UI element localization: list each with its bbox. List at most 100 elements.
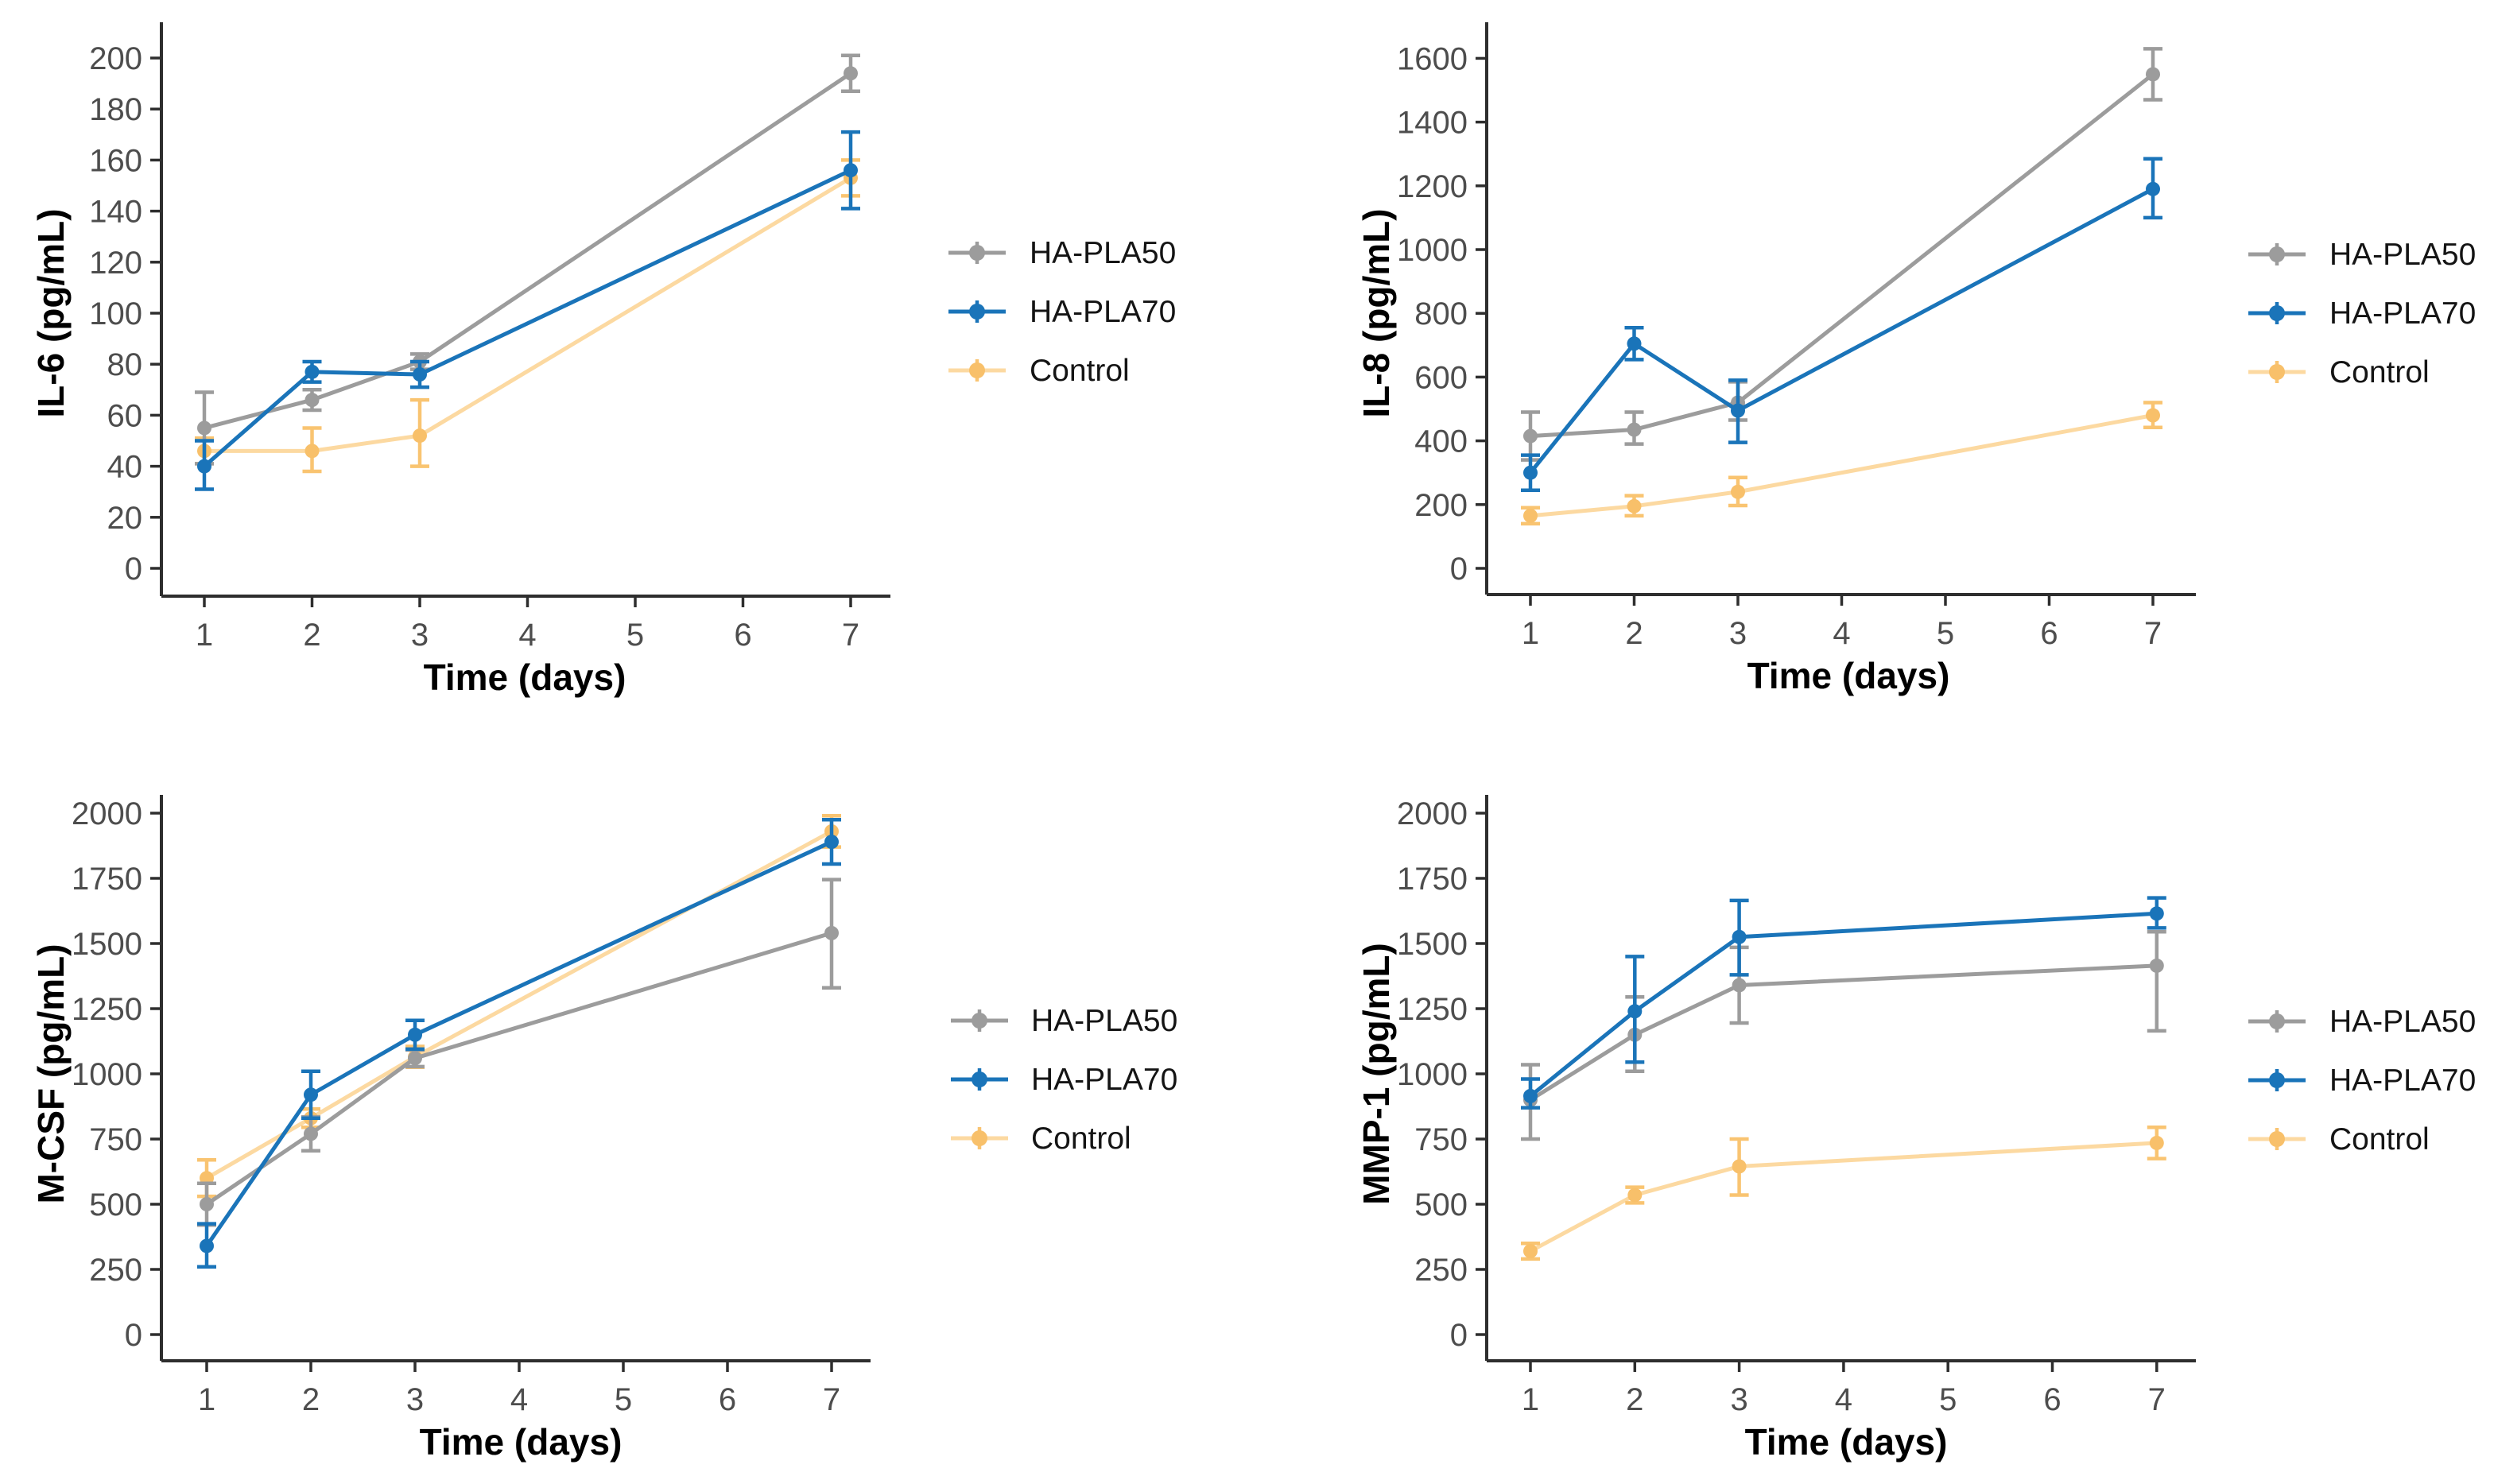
il6-x-tick-label: 5 — [626, 618, 644, 653]
il8-y-tick-label: 1400 — [1397, 106, 1468, 141]
mmp1-y-tick-label: 250 — [1414, 1253, 1468, 1288]
mmp1-control-series — [1521, 1125, 2166, 1261]
mcsf-y-tick-label: 1500 — [72, 927, 142, 962]
il6-y-tick-label: 60 — [107, 398, 143, 433]
mmp1-control-marker-day3 — [1732, 1159, 1747, 1174]
il8-y-tick-label: 800 — [1414, 296, 1468, 331]
il8-x-tick-label: 6 — [2040, 616, 2058, 651]
il6-ha-pla50-line — [202, 71, 853, 430]
il8-x-tick-label: 2 — [1625, 616, 1643, 651]
il8-ha-pla50-series — [1521, 47, 2162, 462]
mcsf-ha-pla70-marker-day3 — [408, 1027, 422, 1042]
mcsf-ha-pla70-marker-day2 — [304, 1087, 318, 1102]
mcsf-legend-ha-pla50-key-marker-icon — [972, 1013, 987, 1029]
mcsf-y-tick-label: 1250 — [72, 992, 142, 1027]
mcsf-ha-pla50-marker-day3 — [408, 1051, 422, 1066]
mmp1-y-tick-label: 750 — [1414, 1122, 1468, 1157]
il8-ha-pla70-marker-day7 — [2146, 181, 2160, 196]
mcsf-legend-control-key-marker-icon — [972, 1130, 987, 1146]
mmp1-y-tick-label: 1500 — [1397, 927, 1468, 962]
il8-ha-pla50-line — [1528, 72, 2155, 439]
il8-y-tick-label: 600 — [1414, 360, 1468, 395]
mcsf-ha-pla70-series — [197, 817, 841, 1269]
il8-ha-pla50-marker-day7 — [2146, 67, 2160, 82]
il8-x-tick-label: 1 — [1522, 616, 1539, 651]
il6-y-tick-label: 100 — [89, 296, 142, 331]
il6-ha-pla50-marker-day1 — [197, 420, 211, 436]
il6-x-tick-label: 3 — [411, 618, 429, 653]
mmp1-ha-pla50-series — [1521, 929, 2166, 1141]
il8-control-marker-day3 — [1731, 484, 1745, 499]
mmp1-ha-pla70-marker-day7 — [2149, 906, 2164, 921]
il8-legend-ha-pla70-key-marker-icon — [2269, 305, 2285, 321]
il6-legend-ha-pla50-label: HA-PLA50 — [1030, 236, 1176, 270]
mmp1-y-tick-label: 1000 — [1397, 1057, 1468, 1092]
mcsf-y-tick-label: 500 — [89, 1188, 142, 1222]
mcsf-legend-ha-pla70-label: HA-PLA70 — [1031, 1063, 1177, 1097]
mmp1-legend-ha-pla50-key-marker-icon — [2269, 1013, 2285, 1029]
mmp1-x-tick-label: 7 — [2148, 1382, 2166, 1417]
il8-ha-pla70-line — [1528, 187, 2155, 475]
mmp1-legend-ha-pla70-label: HA-PLA70 — [2329, 1064, 2476, 1098]
mmp1-legend-control-key-marker-icon — [2269, 1131, 2285, 1147]
il6-legend-ha-pla70-key-marker-icon — [969, 304, 985, 320]
mcsf-control-line — [204, 829, 834, 1180]
mmp1-x-tick-label: 3 — [1730, 1382, 1747, 1417]
mcsf-y-tick-label: 0 — [125, 1318, 142, 1353]
il6-legend-ha-pla50-key-marker-icon — [969, 245, 985, 261]
il8-x-axis-title: Time (days) — [1747, 655, 1950, 696]
mmp1-y-tick-label: 1250 — [1397, 992, 1468, 1027]
il8-y-tick-label: 1000 — [1397, 233, 1468, 268]
il6-y-tick-label: 0 — [125, 552, 142, 587]
il6-legend-control-key-marker-icon — [969, 362, 985, 378]
il8-legend-control-label: Control — [2329, 355, 2430, 389]
il6-x-tick-label: 6 — [734, 618, 751, 653]
il6-y-tick-label: 140 — [89, 195, 142, 230]
il8-legend-ha-pla50-label: HA-PLA50 — [2329, 238, 2476, 272]
mmp1-control-marker-day7 — [2149, 1135, 2164, 1150]
il8-x-tick-label: 3 — [1729, 616, 1747, 651]
il6-chart: 0 20 40 60 80 100 120 140 160 180 200 1 2 3 4 5 6 7 Time (… — [30, 22, 1176, 698]
il8-y-tick-label: 1200 — [1397, 169, 1468, 204]
il6-legend: HA-PLA50 HA-PLA70 Control — [948, 236, 1176, 388]
mcsf-y-tick-label: 1000 — [72, 1057, 142, 1092]
mmp1-ha-pla70-marker-day3 — [1732, 929, 1747, 944]
il6-control-marker-day2 — [304, 444, 320, 459]
il8-y-tick-label: 1600 — [1397, 41, 1468, 76]
mcsf-legend: HA-PLA50 HA-PLA70 Control — [951, 1004, 1177, 1156]
mcsf-x-tick-label: 6 — [719, 1382, 736, 1417]
mmp1-chart: 0 250 500 750 1000 1250 1500 1750 2000 1 2 3 4 5 6 7 Tim… — [1356, 795, 2476, 1463]
mcsf-ha-pla50-line — [204, 931, 834, 1207]
il6-x-tick-label: 4 — [518, 618, 536, 653]
mcsf-ha-pla70-line — [204, 839, 834, 1248]
il6-ha-pla70-marker-day3 — [413, 367, 427, 382]
mmp1-x-tick-label: 4 — [1835, 1382, 1852, 1417]
mmp1-control-marker-day1 — [1523, 1244, 1538, 1259]
il8-legend: HA-PLA50 HA-PLA70 Control — [2248, 238, 2476, 389]
mcsf-y-tick-label: 1750 — [72, 862, 142, 897]
mcsf-y-tick-label: 750 — [89, 1122, 142, 1157]
il8-y-tick-label: 200 — [1414, 488, 1468, 523]
il6-ha-pla70-marker-day2 — [304, 364, 320, 379]
mmp1-legend-control-label: Control — [2329, 1122, 2430, 1157]
il8-control-series — [1521, 401, 2162, 526]
il6-ha-pla50-marker-day7 — [844, 66, 858, 81]
il8-control-marker-day1 — [1523, 508, 1538, 523]
mmp1-legend-ha-pla70-key-marker-icon — [2269, 1072, 2285, 1088]
mmp1-x-axis-title: Time (days) — [1745, 1421, 1948, 1463]
mmp1-y-tick-label: 2000 — [1397, 796, 1468, 831]
il8-ha-pla70-series — [1521, 157, 2162, 493]
mcsf-ha-pla70-marker-day7 — [824, 835, 839, 850]
mmp1-ha-pla70-marker-day1 — [1523, 1088, 1538, 1103]
il6-ha-pla70-series — [195, 130, 860, 491]
il8-y-axis-title: IL-8 (pg/mL) — [1356, 208, 1397, 417]
il8-chart: 0 200 400 600 800 1000 1200 1400 1600 1 2 3 4 5 6 7 Time… — [1356, 22, 2476, 696]
mcsf-x-tick-label: 4 — [510, 1382, 528, 1417]
il8-legend-control-key-marker-icon — [2269, 364, 2285, 380]
mcsf-ha-pla50-marker-day2 — [304, 1126, 318, 1141]
il8-legend-ha-pla50-key-marker-icon — [2269, 246, 2285, 262]
mmp1-ha-pla70-line — [1528, 911, 2159, 1098]
il8-ha-pla50-marker-day2 — [1627, 422, 1642, 437]
il8-ha-pla50-marker-day1 — [1523, 428, 1538, 444]
